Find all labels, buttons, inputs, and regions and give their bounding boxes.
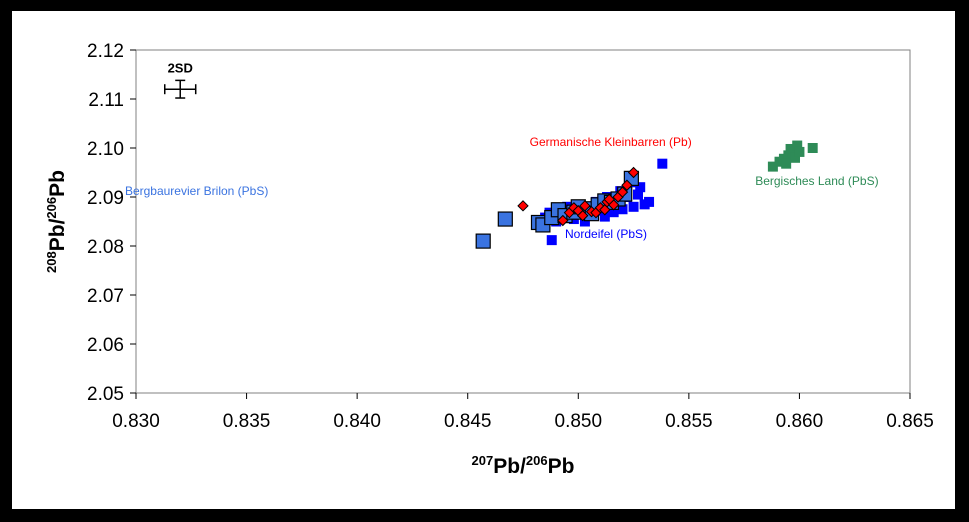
y-axis-label-base1: Pb/ — [46, 218, 69, 251]
data-point — [617, 204, 628, 215]
data-point — [790, 152, 801, 163]
series-layer — [475, 140, 818, 249]
plot-area-border — [135, 49, 911, 394]
data-point — [603, 193, 615, 206]
data-point — [807, 143, 818, 153]
data-point — [608, 207, 619, 218]
x-axis-ticks: 0.830 0.835 0.840 0.845 0.850 0.855 0.860 0.865 — [112, 393, 934, 432]
scatter-chart: 0.830 0.835 0.840 0.845 0.850 0.855 0.860 0.865… — [44, 41, 934, 478]
x-axis-label-sup1: 207 — [472, 453, 494, 468]
x-axis-label-base1: Pb/ — [493, 455, 526, 478]
data-point — [599, 211, 610, 222]
data-point — [475, 233, 491, 249]
error-bar-2sd: 2SD — [163, 60, 197, 99]
data-point — [781, 158, 792, 169]
y-tick-label: 2.09 — [87, 188, 124, 209]
y-axis-label-sup1: 208 — [44, 251, 59, 273]
series-germanische-kleinbarren-pb — [517, 166, 640, 227]
data-point — [517, 200, 529, 212]
series-annotation: Germanische Kleinbarren (Pb) — [530, 135, 692, 149]
data-point — [616, 186, 629, 198]
data-point — [621, 179, 633, 191]
y-tick-label: 2.05 — [87, 384, 124, 405]
y-tick-label: 2.10 — [87, 139, 124, 160]
data-point — [639, 199, 650, 210]
data-point — [785, 143, 796, 154]
y-tick-label: 2.11 — [88, 90, 124, 111]
series-annotation: Bergisches Land (PbS) — [755, 174, 878, 188]
series-bergisches-land-pbs — [767, 140, 818, 172]
data-point — [632, 189, 643, 200]
y-tick-label: 2.08 — [87, 237, 124, 258]
annotation-layer: Germanische Kleinbarren (Pb) Bergbaurevie… — [125, 135, 879, 241]
error-bar-label: 2SD — [168, 60, 193, 75]
y-axis-ticks: 2.05 2.06 2.07 2.08 2.09 2.10 2.11 2.12 — [87, 41, 136, 405]
data-point — [557, 214, 569, 227]
data-point — [794, 146, 805, 157]
x-tick-label: 0.855 — [665, 411, 713, 432]
x-tick-label: 0.860 — [776, 411, 824, 432]
x-tick-label: 0.865 — [886, 411, 934, 432]
x-tick-label: 0.845 — [444, 411, 492, 432]
y-tick-label: 2.06 — [87, 335, 124, 356]
x-tick-label: 0.835 — [223, 411, 271, 432]
x-tick-label: 0.830 — [112, 411, 160, 432]
plot-area — [135, 49, 911, 394]
y-tick-label: 2.07 — [87, 286, 124, 307]
series-annotation: Nordeifel (PbS) — [565, 227, 647, 241]
data-point — [577, 209, 589, 222]
data-point — [546, 235, 557, 246]
y-axis-label-sup2: 206 — [44, 197, 59, 219]
data-point — [579, 216, 590, 227]
chart-frame: 0.830 0.835 0.840 0.845 0.850 0.855 0.860 0.865… — [12, 11, 955, 509]
data-point — [767, 161, 778, 172]
y-tick-label: 2.12 — [87, 41, 124, 62]
y-axis-label-base2: Pb — [46, 170, 69, 197]
data-point — [628, 201, 639, 212]
x-tick-label: 0.840 — [333, 411, 381, 432]
x-axis-label-base2: Pb — [548, 455, 575, 478]
data-point — [627, 166, 640, 179]
data-point — [657, 158, 668, 169]
data-point — [497, 211, 513, 227]
x-axis-label: 207Pb/206Pb — [472, 453, 575, 478]
data-point — [579, 200, 591, 212]
x-axis-label-sup2: 206 — [526, 453, 548, 468]
data-point — [792, 140, 803, 151]
data-point — [635, 182, 646, 193]
y-axis-label: 208Pb/206Pb — [44, 170, 69, 273]
series-annotation: Bergbaurevier Brilon (PbS) — [125, 184, 268, 198]
x-tick-label: 0.850 — [555, 411, 603, 432]
